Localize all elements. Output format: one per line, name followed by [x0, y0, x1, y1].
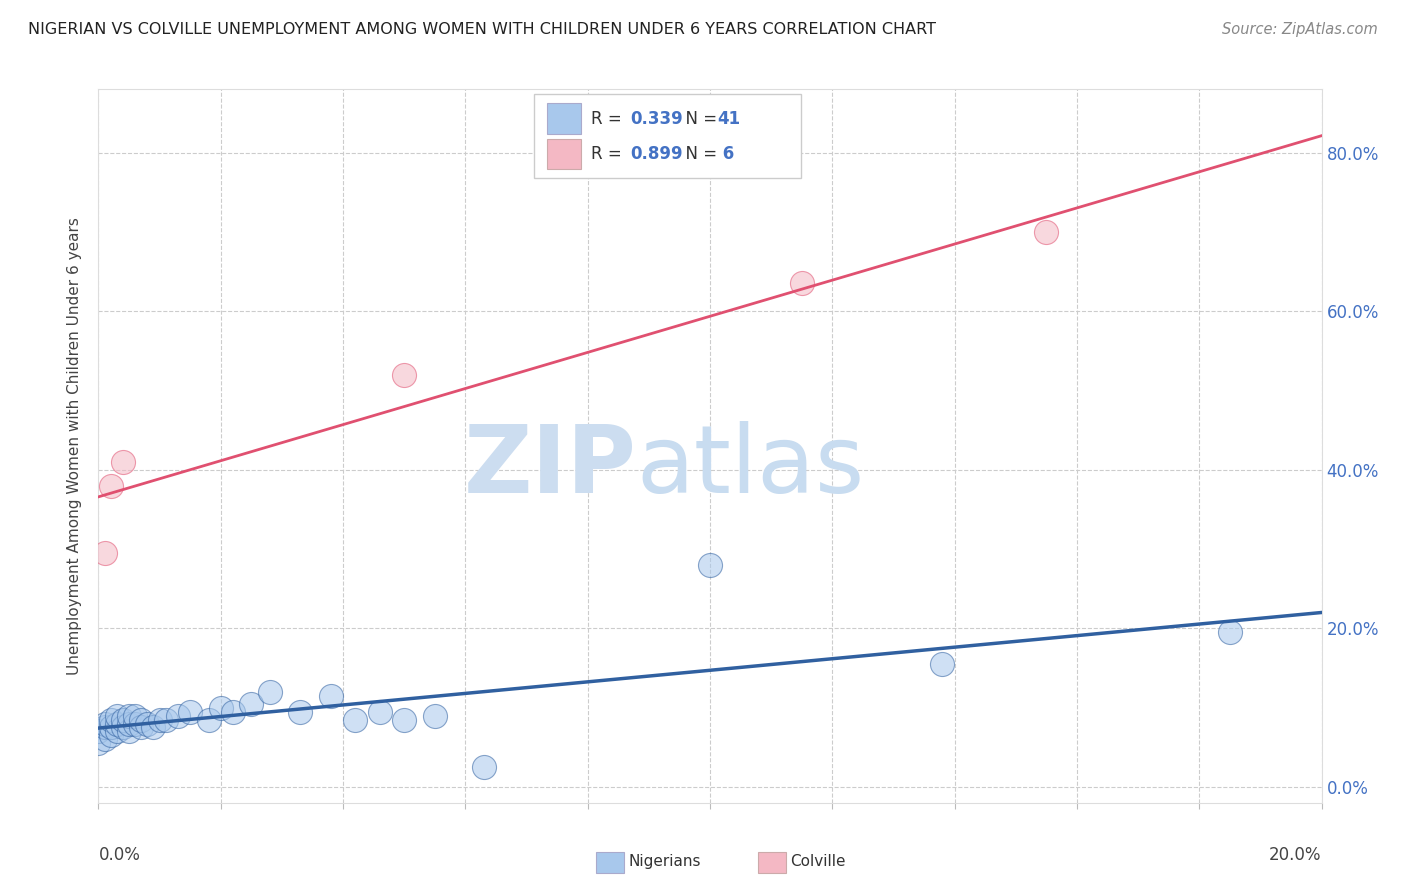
Point [129, 713, 152, 727]
Text: Nigerians: Nigerians [628, 855, 702, 869]
Point [100, 728, 122, 742]
Point [87, 736, 110, 750]
Point [142, 721, 165, 735]
Point [1219, 625, 1241, 640]
Point [111, 713, 134, 727]
Point [124, 716, 146, 731]
Text: atlas: atlas [637, 421, 865, 514]
Point [472, 760, 495, 774]
Point [240, 697, 263, 711]
Point [124, 708, 146, 723]
Point [319, 689, 342, 703]
Point [105, 708, 128, 723]
Point [392, 368, 416, 382]
Point [931, 657, 953, 671]
Text: 41: 41 [717, 110, 740, 128]
Point [790, 277, 813, 291]
Point [423, 708, 446, 723]
Point [118, 708, 141, 723]
Text: Colville: Colville [790, 855, 845, 869]
Point [290, 705, 312, 719]
Point [93, 721, 115, 735]
Point [93, 546, 115, 560]
Point [699, 558, 721, 572]
Text: 0.0%: 0.0% [98, 846, 141, 863]
Point [87, 724, 110, 739]
Point [1035, 225, 1057, 239]
Text: N =: N = [675, 110, 723, 128]
Point [149, 713, 172, 727]
Point [167, 708, 190, 723]
Point [105, 724, 128, 739]
Point [259, 685, 281, 699]
Point [392, 713, 416, 727]
Text: 0.339: 0.339 [630, 110, 683, 128]
Point [222, 705, 245, 719]
Point [179, 705, 201, 719]
Point [111, 721, 134, 735]
Point [368, 705, 391, 719]
Point [105, 716, 128, 731]
Text: R =: R = [591, 110, 627, 128]
Point [344, 713, 367, 727]
Point [209, 700, 232, 714]
Text: 6: 6 [717, 145, 734, 163]
Text: ZIP: ZIP [464, 421, 637, 514]
Point [93, 732, 115, 747]
Point [93, 716, 115, 731]
Point [136, 716, 159, 731]
Text: Source: ZipAtlas.com: Source: ZipAtlas.com [1222, 22, 1378, 37]
Point [118, 724, 141, 739]
Point [129, 721, 152, 735]
Text: 0.899: 0.899 [630, 145, 682, 163]
Point [155, 713, 177, 727]
Text: N =: N = [675, 145, 723, 163]
Point [118, 716, 141, 731]
Text: R =: R = [591, 145, 627, 163]
Point [100, 713, 122, 727]
Text: NIGERIAN VS COLVILLE UNEMPLOYMENT AMONG WOMEN WITH CHILDREN UNDER 6 YEARS CORREL: NIGERIAN VS COLVILLE UNEMPLOYMENT AMONG … [28, 22, 936, 37]
Point [197, 713, 219, 727]
Point [100, 478, 122, 492]
Text: 20.0%: 20.0% [1270, 846, 1322, 863]
Point [111, 455, 134, 469]
Point [100, 721, 122, 735]
Y-axis label: Unemployment Among Women with Children Under 6 years: Unemployment Among Women with Children U… [67, 217, 83, 675]
